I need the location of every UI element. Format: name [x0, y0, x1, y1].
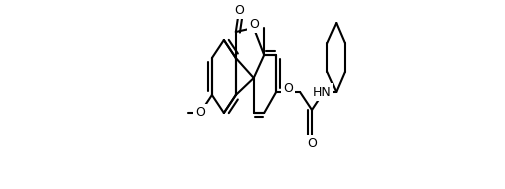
Text: O: O [233, 4, 243, 17]
Text: O: O [233, 4, 243, 17]
Text: O: O [307, 137, 316, 150]
Text: HN: HN [312, 85, 330, 98]
Text: O: O [248, 18, 258, 31]
Text: O: O [248, 18, 258, 31]
Text: O: O [283, 82, 292, 95]
Text: O: O [194, 106, 205, 119]
Text: O: O [283, 82, 292, 95]
Text: O: O [194, 106, 205, 119]
Text: O: O [307, 137, 316, 150]
Text: HN: HN [312, 85, 331, 98]
